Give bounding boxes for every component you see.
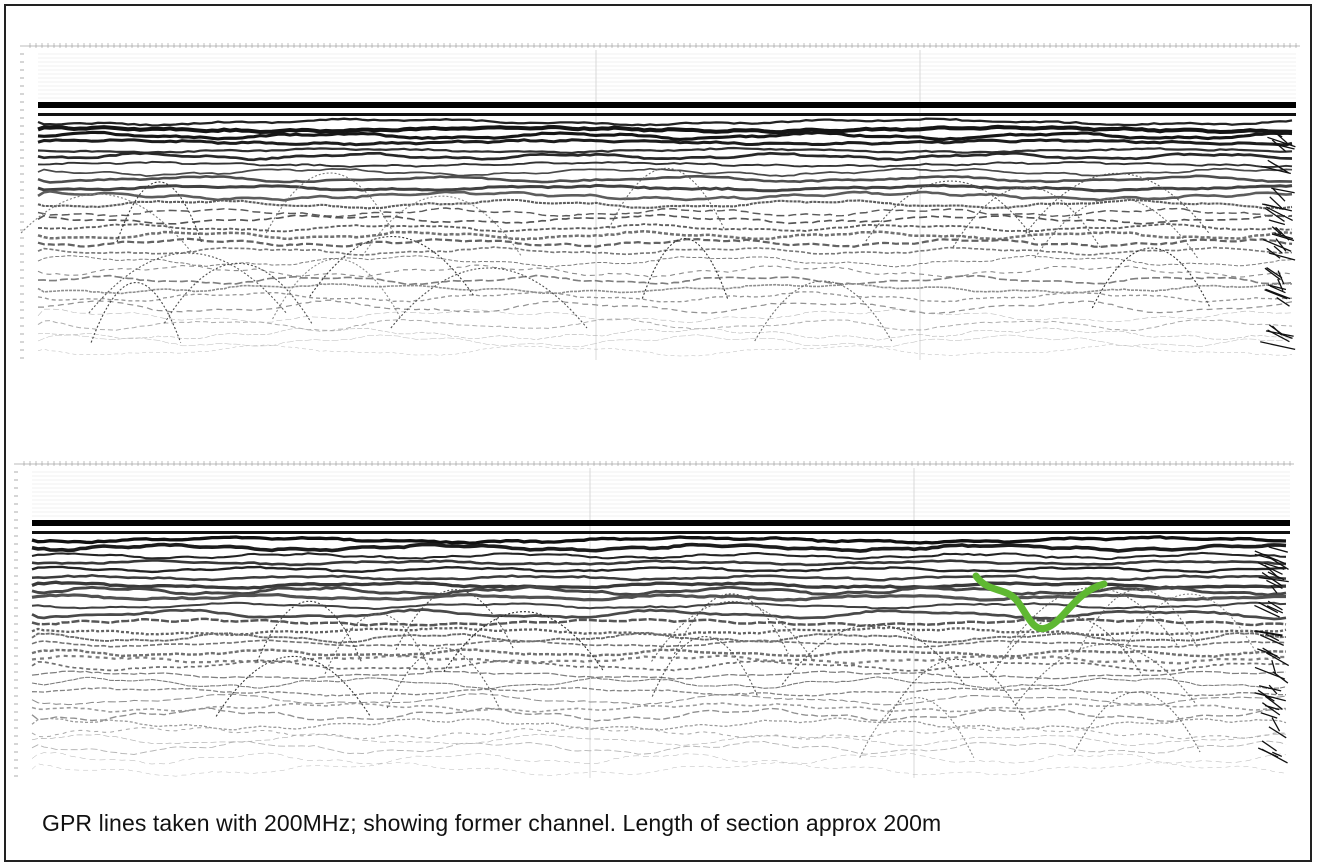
figure-caption: GPR lines taken with 200MHz; showing for… [42, 810, 942, 836]
lower-radargram [14, 452, 1294, 778]
former-channel-annotation [972, 572, 1108, 633]
upper-radargram [20, 34, 1300, 360]
